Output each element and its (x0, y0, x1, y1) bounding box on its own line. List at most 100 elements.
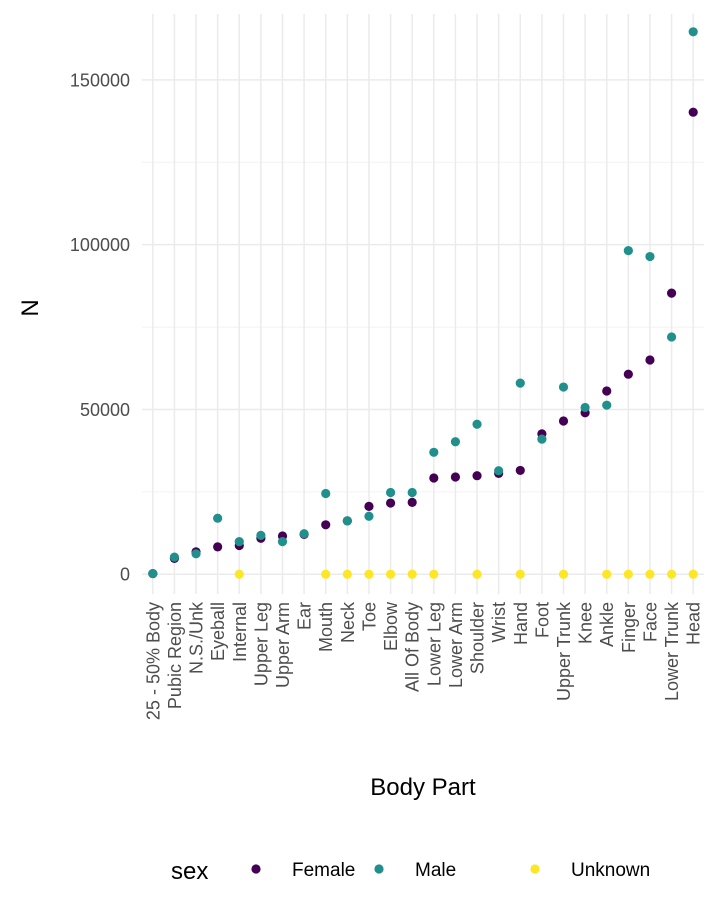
point-male (169, 552, 180, 562)
x-tick-label: Mouth (316, 602, 336, 652)
legend-items: Female Male Unknown (251, 860, 650, 881)
point-male (472, 419, 482, 429)
x-tick-label: Face (640, 602, 660, 642)
point-female (623, 369, 633, 379)
x-tick-label: Knee (576, 602, 596, 644)
legend-label: Male (415, 860, 456, 881)
point-female (602, 386, 612, 396)
point-unknown (385, 569, 396, 579)
x-tick-label: Finger (619, 602, 639, 653)
y-tick-label: 150000 (70, 70, 130, 90)
x-tick-label: Lower Leg (424, 602, 444, 686)
x-axis-title: Body Part (370, 774, 476, 801)
point-unknown (429, 569, 439, 579)
legend-item-unknown: Unknown (530, 860, 650, 881)
point-male (688, 27, 698, 37)
legend-key-unknown (530, 864, 540, 874)
point-unknown (666, 569, 677, 579)
point-male (321, 488, 331, 499)
point-male (558, 382, 569, 392)
x-tick-label: Neck (338, 601, 358, 643)
point-unknown (407, 569, 417, 579)
y-tick-label: 0 (120, 565, 130, 585)
legend-label: Unknown (571, 860, 650, 881)
grid-major (142, 14, 704, 594)
point-female (364, 501, 374, 511)
point-male (342, 516, 352, 526)
point-male (666, 332, 677, 342)
x-tick-label: Pubic Region (165, 602, 185, 709)
point-unknown (342, 569, 352, 579)
point-female (472, 471, 482, 481)
x-tick-label: Lower Trunk (662, 601, 682, 701)
x-tick-label: Wrist (489, 602, 509, 643)
point-male (602, 400, 612, 410)
point-male (623, 246, 633, 256)
point-female (515, 465, 525, 476)
x-tick-label: Lower Arm (446, 602, 466, 688)
x-tick-label: Foot (532, 602, 552, 638)
data-points (148, 27, 698, 579)
point-female (558, 416, 569, 426)
point-female (666, 288, 677, 298)
x-tick-label: Ankle (597, 602, 617, 647)
legend-key-female (251, 864, 261, 874)
point-female (321, 520, 331, 530)
x-tick-label: N.S./Unk (187, 601, 207, 674)
point-male (213, 513, 223, 523)
point-unknown (623, 569, 633, 579)
x-tick-label: Upper Arm (273, 602, 293, 688)
x-tick-label: Toe (359, 602, 379, 631)
x-tick-label: Internal (230, 602, 250, 662)
x-tick-label: Ear (295, 602, 315, 630)
point-male (277, 537, 288, 547)
y-axis-tick-labels: 0 50000 100000 150000 (70, 70, 130, 584)
x-tick-label: Elbow (381, 601, 401, 651)
legend-key-male (374, 864, 384, 874)
y-tick-label: 100000 (70, 235, 130, 255)
legend: sex Female Male Unknown (171, 858, 650, 885)
point-male (148, 568, 158, 579)
point-male (645, 251, 655, 262)
point-female (385, 498, 396, 508)
x-tick-label: Upper Leg (251, 602, 271, 686)
point-unknown (234, 569, 244, 579)
point-male (537, 434, 547, 444)
x-axis-tick-labels: 25 - 50% Body Pubic Region N.S./Unk Eyeball… (143, 601, 703, 720)
point-male (191, 549, 201, 559)
point-male (256, 530, 266, 540)
point-unknown (558, 569, 569, 579)
point-unknown (321, 569, 331, 579)
point-female (407, 497, 417, 507)
point-male (299, 529, 309, 539)
point-male (407, 487, 417, 498)
x-tick-label: Eyeball (208, 602, 228, 661)
point-female (213, 542, 223, 552)
x-tick-label: Upper Trunk (554, 601, 574, 701)
point-male (234, 537, 244, 547)
x-tick-label: Hand (511, 602, 531, 645)
point-male (385, 487, 396, 498)
point-unknown (688, 569, 698, 579)
point-male (515, 378, 525, 388)
y-axis-title: N (17, 299, 44, 316)
legend-label: Female (292, 860, 355, 881)
point-male (450, 437, 461, 447)
point-female (688, 107, 698, 117)
point-male (580, 402, 590, 413)
point-female (645, 355, 655, 365)
point-male (494, 466, 504, 476)
y-tick-label: 50000 (80, 400, 130, 420)
x-tick-label: Head (684, 602, 704, 645)
legend-item-female: Female (251, 860, 355, 881)
point-unknown (515, 569, 525, 579)
legend-title: sex (171, 858, 208, 885)
point-female (429, 473, 439, 483)
point-male (429, 447, 439, 457)
legend-item-male: Male (374, 860, 456, 881)
point-unknown (364, 569, 374, 579)
x-tick-label: 25 - 50% Body (143, 602, 163, 720)
x-tick-label: Shoulder (468, 602, 488, 674)
point-female (450, 472, 461, 482)
point-unknown (472, 569, 482, 579)
